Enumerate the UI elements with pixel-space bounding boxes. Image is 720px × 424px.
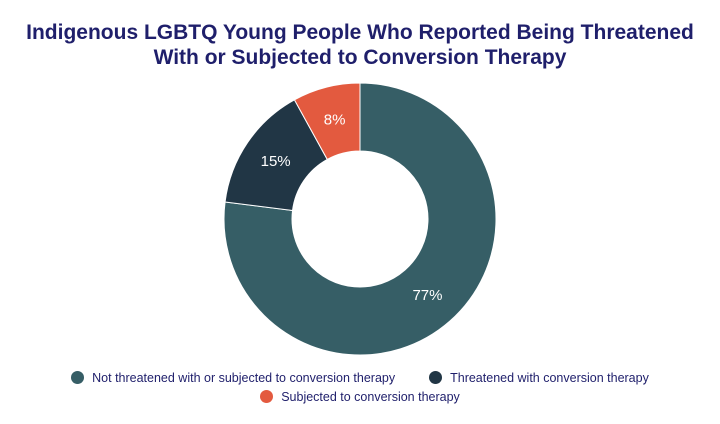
- chart-title-line-1: Indigenous LGBTQ Young People Who Report…: [26, 21, 694, 44]
- slice-label-not-threatened: 77%: [412, 287, 442, 304]
- legend: Not threatened with or subjected to conv…: [0, 368, 720, 406]
- chart-title: Indigenous LGBTQ Young People Who Report…: [0, 20, 720, 70]
- legend-row-2: Subjected to conversion therapy: [0, 387, 720, 406]
- legend-label-threatened: Threatened with conversion therapy: [450, 370, 649, 385]
- slice-not-threatened: [223, 82, 497, 356]
- legend-row-1: Not threatened with or subjected to conv…: [0, 368, 720, 387]
- legend-swatch-subjected: [260, 390, 274, 403]
- legend-label-not-threatened: Not threatened with or subjected to conv…: [92, 370, 396, 385]
- slice-subjected: [293, 82, 361, 161]
- chart-title-line-2: With or Subjected to Conversion Therapy: [153, 46, 567, 69]
- slice-label-subjected: 8%: [324, 112, 346, 129]
- legend-item-not-threatened: Not threatened with or subjected to conv…: [71, 371, 395, 385]
- legend-item-threatened: Threatened with conversion therapy: [429, 371, 649, 385]
- legend-swatch-not-threatened: [71, 371, 85, 384]
- legend-swatch-threatened: [429, 371, 443, 384]
- legend-label-subjected: Subjected to conversion therapy: [281, 389, 460, 404]
- slice-label-threatened: 15%: [261, 153, 291, 170]
- legend-item-subjected: Subjected to conversion therapy: [260, 390, 460, 404]
